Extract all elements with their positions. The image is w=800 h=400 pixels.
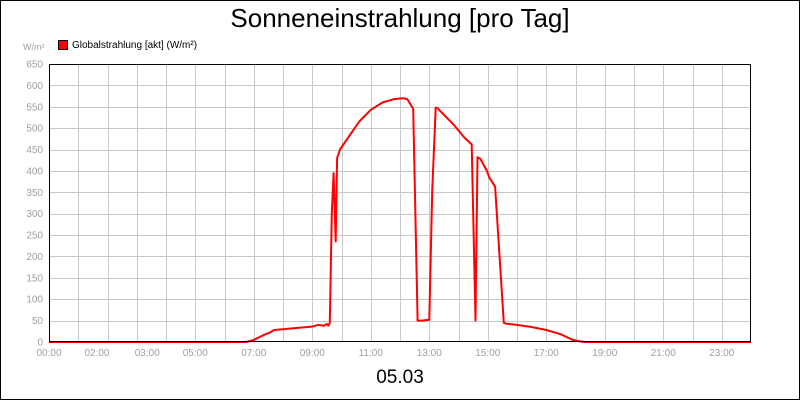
legend-swatch	[58, 40, 68, 50]
chart-legend: Globalstrahlung [akt] (W/m²)	[58, 39, 197, 51]
y-tick-label: 300	[26, 209, 43, 220]
legend-label: Globalstrahlung [akt] (W/m²)	[72, 39, 198, 51]
y-tick-label: 100	[26, 295, 43, 306]
y-tick-label: 450	[26, 145, 43, 156]
y-tick-label: 200	[26, 252, 43, 263]
y-tick-label: 600	[26, 81, 43, 92]
y-tick-label: 550	[26, 102, 43, 113]
y-tick-label: 50	[32, 316, 44, 327]
y-tick-label: 250	[26, 231, 43, 242]
y-axis-unit-label: W/m²	[23, 42, 45, 52]
y-tick-label: 500	[26, 124, 43, 135]
y-tick-label: 0	[37, 338, 43, 349]
series-line	[49, 97, 751, 343]
x-tick-label: 00:00	[36, 348, 61, 359]
x-tick-label: 15:00	[475, 348, 500, 359]
x-tick-label: 05:00	[183, 348, 208, 359]
y-tick-label: 400	[26, 166, 43, 177]
x-tick-label: 07:00	[241, 348, 266, 359]
x-tick-label: 03:00	[135, 348, 160, 359]
y-tick-label: 650	[26, 60, 43, 71]
y-tick-label: 350	[26, 188, 43, 199]
x-tick-label: 09:00	[300, 348, 325, 359]
x-tick-label: 13:00	[417, 348, 442, 359]
x-tick-label: 17:00	[534, 348, 559, 359]
x-tick-label: 19:00	[592, 348, 617, 359]
y-tick-label: 150	[26, 273, 43, 284]
x-tick-label: 21:00	[651, 348, 676, 359]
x-tick-label: 23:00	[709, 348, 734, 359]
plot-border	[49, 64, 751, 342]
x-tick-label: 11:00	[359, 348, 384, 359]
chart-title: Sonneneinstrahlung [pro Tag]	[230, 3, 570, 33]
x-axis-caption: 05.03	[376, 367, 424, 388]
x-tick-label: 02:00	[84, 348, 109, 359]
